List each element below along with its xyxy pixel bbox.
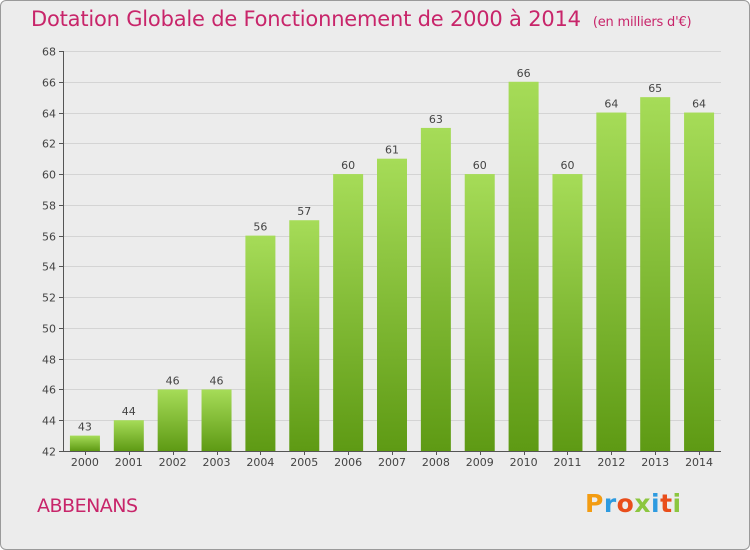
y-tick-label: 68 [42,46,56,59]
logo-letter: o [616,489,635,518]
logo-letter: i [651,489,661,518]
y-tick-label: 48 [42,354,56,367]
logo-letter: P [585,489,604,518]
logo-letter: t [660,489,673,518]
bar-2011 [552,174,583,452]
bar-layer: 43 44 46 46 56 57 60 61 63 60 66 60 64 65 64 [69,67,715,452]
x-tick-label-2000: 2000 [71,456,99,469]
x-tick-label-2004: 2004 [246,456,274,469]
y-tick-label: 50 [42,323,56,336]
data-label-2007: 61 [385,144,399,157]
x-tick-label-2003: 2003 [203,456,231,469]
chart-unit: (en milliers d'€) [592,15,692,30]
x-tick-label-2006: 2006 [334,456,362,469]
axis-layer: 42 44 46 48 50 52 54 56 58 60 62 64 66 68 2000 2001 2002… [42,46,721,469]
data-label-2014: 64 [692,98,706,111]
bar-2014 [684,112,715,452]
bar-2012 [596,112,627,452]
chart-title: Dotation Globale de Fonctionnement de 20… [31,7,692,31]
y-tick-label: 60 [42,169,56,182]
data-label-2005: 57 [297,205,311,218]
logo-letter: r [603,489,617,518]
data-label-2013: 65 [648,82,662,95]
bar-2003 [201,389,232,451]
y-tick-label: 52 [42,292,56,305]
bar-2000 [69,435,100,451]
chart-title-text: Dotation Globale de Fonctionnement de 20… [31,7,581,31]
data-label-2011: 60 [560,159,574,172]
y-tick-label: 42 [42,446,56,459]
logo-letter: x [634,489,651,518]
proxiti-logo: Proxiti [585,489,682,518]
x-tick-label-2009: 2009 [466,456,494,469]
bar-2001 [113,420,144,451]
x-tick-label-2002: 2002 [159,456,187,469]
bar-2007 [377,158,407,451]
data-label-2009: 60 [473,159,487,172]
bar-2004 [245,235,276,451]
logo-letter: i [672,489,682,518]
data-label-2008: 63 [429,113,443,126]
data-label-2010: 66 [517,67,531,80]
x-tick-label-2013: 2013 [641,456,669,469]
y-tick-label: 44 [42,415,56,428]
x-tick-label-2011: 2011 [553,456,581,469]
x-tick-label-2005: 2005 [290,456,318,469]
y-tick-label: 58 [42,200,56,213]
data-label-2001: 44 [122,405,136,418]
x-tick-label-2010: 2010 [510,456,538,469]
bar-2009 [464,174,495,452]
data-label-2006: 60 [341,159,355,172]
x-tick-label-2007: 2007 [378,456,406,469]
data-label-2004: 56 [253,221,267,234]
bar-2006 [333,174,364,452]
bar-2008 [420,127,451,451]
y-tick-label: 64 [42,108,56,121]
bar-2013 [640,97,671,452]
data-label-2012: 64 [604,98,618,111]
x-tick-label-2008: 2008 [422,456,450,469]
x-tick-label-2012: 2012 [597,456,625,469]
bar-2005 [289,220,320,451]
data-label-2003: 46 [210,374,224,387]
y-tick-label: 62 [42,138,56,151]
x-tick-label-2001: 2001 [115,456,143,469]
place-name: ABBENANS [37,495,138,517]
y-tick-label: 66 [42,77,56,90]
y-tick-label: 54 [42,261,56,274]
bar-2002 [157,389,188,451]
y-tick-label: 56 [42,231,56,244]
data-label-2002: 46 [166,374,180,387]
x-tick-label-2014: 2014 [685,456,713,469]
y-tick-label: 46 [42,384,56,397]
bar-2010 [508,81,539,452]
data-label-2000: 43 [78,421,92,434]
